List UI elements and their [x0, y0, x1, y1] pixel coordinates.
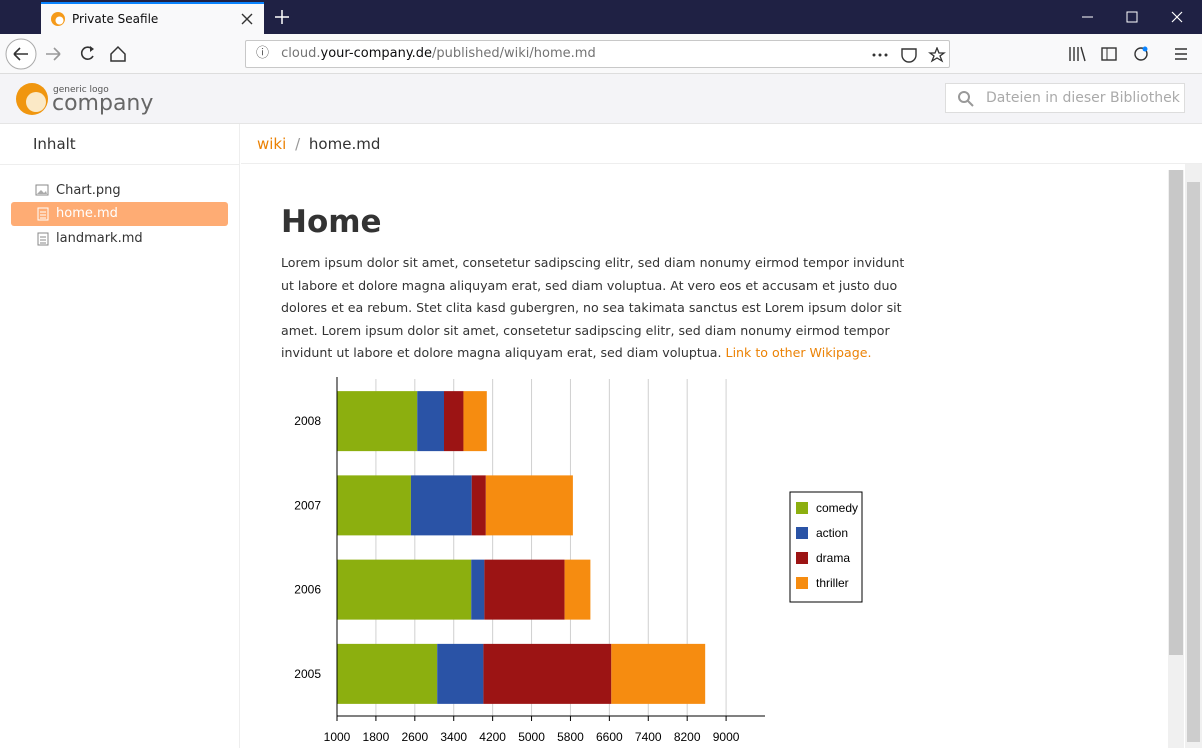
url-prefix: cloud. [281, 46, 321, 61]
bar-segment [337, 391, 418, 452]
file-item[interactable]: landmark.md [11, 227, 228, 251]
sidebar: Inhalt Chart.png home.md landmark.md [0, 124, 240, 748]
url-bar[interactable]: ⓘ cloud.your-company.de/published/wiki/h… [245, 40, 950, 68]
chart: 1000 1800 2600 3400 4200 5000 5800 6600 7400 8200… [294, 377, 863, 744]
bar-segment [417, 391, 444, 452]
logo-mark [16, 83, 48, 115]
info-icon: ⓘ [256, 46, 270, 61]
nav-buttons[interactable] [4, 37, 134, 71]
bar-segment [485, 475, 573, 536]
legend-swatch [796, 577, 808, 589]
bar-segment [484, 559, 565, 620]
bar-segment [471, 475, 486, 536]
search-input[interactable]: Dateien in dieser Bibliothek [945, 83, 1185, 113]
url-domain: your-company.de [320, 46, 433, 61]
new-tab[interactable] [274, 9, 290, 25]
paragraph-text: Lorem ipsum dolor sit amet, consetetur s… [281, 255, 905, 360]
legend-swatch [796, 552, 808, 564]
toolbar-icons[interactable] [1068, 45, 1193, 63]
bar-segment [564, 559, 591, 620]
x-tick-label: 4200 [479, 730, 506, 744]
y-tick-label: 2008 [294, 414, 321, 428]
bar-segment [337, 643, 438, 704]
file-item[interactable]: Chart.png [11, 179, 228, 203]
bar-segment [337, 559, 472, 620]
bar-segment [611, 643, 706, 704]
tab-bar: Private Seafile [0, 0, 1202, 34]
x-tick-label: 6600 [596, 730, 623, 744]
legend-swatch [796, 502, 808, 514]
url-actions[interactable] [871, 47, 946, 63]
breadcrumb-separator: / [295, 135, 301, 153]
legend-label: drama [816, 551, 850, 565]
x-tick-label: 5800 [557, 730, 584, 744]
logo-text: company [52, 91, 154, 116]
x-tick-label: 7400 [635, 730, 662, 744]
search-placeholder: Dateien in dieser Bibliothek [986, 90, 1180, 106]
url-path: /published/wiki/home.md [432, 46, 596, 61]
sidebar-title: Inhalt [33, 135, 76, 153]
x-tick-label: 1800 [363, 730, 390, 744]
file-name: landmark.md [56, 231, 143, 246]
x-tick-label: 2600 [401, 730, 428, 744]
favicon [51, 12, 65, 26]
breadcrumb-current: home.md [308, 135, 381, 153]
legend-label: action [816, 526, 848, 540]
bar-segment [337, 475, 411, 536]
y-tick-label: 2007 [294, 498, 321, 512]
y-tick-label: 2006 [294, 583, 321, 597]
tab[interactable]: Private Seafile [41, 2, 264, 34]
scroll-thumb[interactable] [1169, 170, 1183, 655]
x-tick-label: 1000 [324, 730, 351, 744]
page-scroll-thumb[interactable] [1187, 182, 1200, 742]
doc-icon [37, 232, 49, 246]
file-name: home.md [56, 206, 118, 221]
legend-label: comedy [816, 501, 858, 515]
window-controls[interactable] [1070, 8, 1195, 26]
x-tick-label: 8200 [674, 730, 701, 744]
sidebar-header: Inhalt [0, 124, 239, 165]
article-paragraph: Lorem ipsum dolor sit amet, consetetur s… [281, 252, 916, 365]
file-name: Chart.png [56, 183, 121, 198]
bar-segment [444, 391, 464, 452]
file-item-active[interactable]: home.md [11, 202, 228, 226]
close-tab[interactable] [241, 13, 253, 25]
tab-title: Private Seafile [72, 12, 159, 26]
article-title: Home [281, 204, 382, 240]
x-tick-label: 5000 [518, 730, 545, 744]
y-tick-label: 2005 [294, 667, 321, 681]
wiki-link[interactable]: Link to other Wikipage. [725, 345, 872, 360]
breadcrumb-root[interactable]: wiki [257, 135, 287, 153]
bar-segment [483, 643, 612, 704]
page-scrollbar[interactable] [1185, 164, 1202, 748]
legend-label: thriller [816, 576, 849, 590]
bar-segment [463, 391, 487, 452]
app-header: generic logo company Dateien in dieser B… [0, 74, 1202, 124]
logo-small: generic logo [53, 85, 109, 95]
doc-icon [37, 207, 49, 221]
legend-swatch [796, 527, 808, 539]
search-icon [958, 91, 974, 107]
image-icon [35, 184, 49, 196]
toolbar: ⓘ cloud.your-company.de/published/wiki/h… [0, 34, 1202, 74]
bar-segment [410, 475, 472, 536]
bar-segment [437, 643, 484, 704]
x-tick-label: 3400 [440, 730, 467, 744]
bar-segment [471, 559, 485, 620]
scrollbar[interactable] [1168, 170, 1184, 748]
breadcrumb: wiki / home.md [241, 124, 1202, 164]
x-tick-label: 9000 [713, 730, 740, 744]
